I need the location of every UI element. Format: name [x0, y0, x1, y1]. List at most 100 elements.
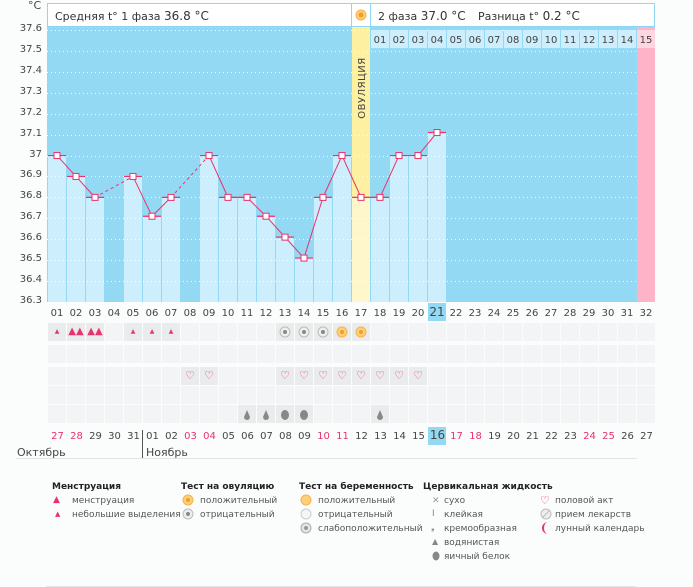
heart-icon[interactable]: ♡ [333, 367, 351, 385]
symptom-cell[interactable] [48, 367, 66, 385]
symptom-cell[interactable] [523, 386, 541, 404]
symptom-cell[interactable] [447, 367, 465, 385]
symptom-cell[interactable] [295, 386, 313, 404]
symptom-cell[interactable] [257, 345, 275, 363]
symptom-cell[interactable] [466, 367, 484, 385]
symptom-cell[interactable] [504, 345, 522, 363]
menstruation-icon[interactable]: ▲▲ [86, 323, 104, 341]
symptom-cell[interactable] [542, 323, 560, 341]
symptom-cell[interactable] [561, 345, 579, 363]
symptom-cell[interactable] [238, 367, 256, 385]
symptom-cell[interactable] [67, 386, 85, 404]
calendar-date[interactable]: 21 [526, 431, 539, 442]
symptom-cell[interactable] [48, 386, 66, 404]
symptom-cell[interactable] [637, 323, 655, 341]
symptom-cell[interactable] [257, 386, 275, 404]
heart-icon[interactable]: ♡ [314, 367, 332, 385]
calendar-date[interactable]: 17 [450, 431, 463, 442]
symptom-cell[interactable] [276, 386, 294, 404]
symptom-cell[interactable] [124, 345, 142, 363]
symptom-cell[interactable] [105, 405, 123, 423]
calendar-date[interactable]: 13 [374, 431, 387, 442]
calendar-date[interactable]: 10 [317, 431, 330, 442]
symptom-cell[interactable] [352, 386, 370, 404]
calendar-date[interactable]: 31 [127, 431, 140, 442]
ovulation-negative-icon[interactable] [295, 323, 313, 341]
heart-icon[interactable]: ♡ [200, 367, 218, 385]
symptom-cell[interactable] [86, 345, 104, 363]
symptom-cell[interactable] [618, 367, 636, 385]
symptom-cell[interactable] [162, 386, 180, 404]
symptom-cell[interactable] [219, 345, 237, 363]
ovulation-positive-icon[interactable] [333, 323, 351, 341]
spotting-icon[interactable]: ▲ [162, 323, 180, 341]
symptom-cell[interactable] [105, 386, 123, 404]
symptom-cell[interactable] [523, 323, 541, 341]
calendar-date[interactable]: 24 [583, 431, 596, 442]
symptom-cell[interactable] [162, 345, 180, 363]
symptom-cell[interactable] [618, 323, 636, 341]
heart-icon[interactable]: ♡ [371, 367, 389, 385]
symptom-cell[interactable] [504, 386, 522, 404]
calendar-date[interactable]: 02 [165, 431, 178, 442]
spotting-icon[interactable]: ▲ [124, 323, 142, 341]
calendar-date[interactable]: 12 [355, 431, 368, 442]
calendar-date[interactable]: 11 [336, 431, 349, 442]
symptom-cell[interactable] [162, 405, 180, 423]
symptom-cell[interactable] [542, 405, 560, 423]
symptom-cell[interactable] [390, 386, 408, 404]
symptom-cell[interactable] [428, 367, 446, 385]
symptom-cell[interactable] [200, 323, 218, 341]
heart-icon[interactable]: ♡ [276, 367, 294, 385]
symptom-cell[interactable] [599, 405, 617, 423]
symptom-cell[interactable] [124, 405, 142, 423]
symptom-cell[interactable] [580, 367, 598, 385]
symptom-cell[interactable] [219, 367, 237, 385]
symptom-cell[interactable] [352, 345, 370, 363]
symptom-cell[interactable] [314, 345, 332, 363]
calendar-date[interactable]: 04 [203, 431, 216, 442]
symptom-cell[interactable] [580, 323, 598, 341]
menstruation-icon[interactable]: ▲▲ [67, 323, 85, 341]
calendar-date[interactable]: 05 [222, 431, 235, 442]
symptom-cell[interactable] [485, 386, 503, 404]
symptom-cell[interactable] [181, 405, 199, 423]
symptom-cell[interactable] [200, 345, 218, 363]
symptom-cell[interactable] [371, 323, 389, 341]
calendar-date[interactable]: 20 [507, 431, 520, 442]
symptom-cell[interactable] [466, 345, 484, 363]
symptom-cell[interactable] [48, 345, 66, 363]
symptom-cell[interactable] [352, 405, 370, 423]
symptom-cell[interactable] [67, 405, 85, 423]
symptom-cell[interactable] [86, 367, 104, 385]
symptom-cell[interactable] [485, 323, 503, 341]
symptom-cell[interactable] [580, 405, 598, 423]
symptom-cell[interactable] [447, 345, 465, 363]
symptom-cell[interactable] [599, 386, 617, 404]
symptom-cell[interactable] [447, 323, 465, 341]
symptom-cell[interactable] [599, 345, 617, 363]
symptom-cell[interactable] [409, 386, 427, 404]
calendar-date[interactable]: 25 [602, 431, 615, 442]
symptom-cell[interactable] [523, 367, 541, 385]
symptom-cell[interactable] [580, 386, 598, 404]
symptom-cell[interactable] [599, 323, 617, 341]
symptom-cell[interactable] [314, 405, 332, 423]
heart-icon[interactable]: ♡ [409, 367, 427, 385]
calendar-date[interactable]: 19 [488, 431, 501, 442]
symptom-cell[interactable] [333, 405, 351, 423]
symptom-cell[interactable] [238, 345, 256, 363]
symptom-cell[interactable] [504, 323, 522, 341]
symptom-cell[interactable] [561, 405, 579, 423]
symptom-cell[interactable] [447, 405, 465, 423]
heart-icon[interactable]: ♡ [352, 367, 370, 385]
calendar-date[interactable]: 28 [70, 431, 83, 442]
heart-icon[interactable]: ♡ [295, 367, 313, 385]
symptom-cell[interactable] [428, 323, 446, 341]
symptom-cell[interactable] [181, 345, 199, 363]
symptom-cell[interactable] [599, 367, 617, 385]
symptom-cell[interactable] [561, 386, 579, 404]
egg-white-icon[interactable] [295, 405, 313, 423]
symptom-cell[interactable] [561, 323, 579, 341]
symptom-cell[interactable] [523, 405, 541, 423]
